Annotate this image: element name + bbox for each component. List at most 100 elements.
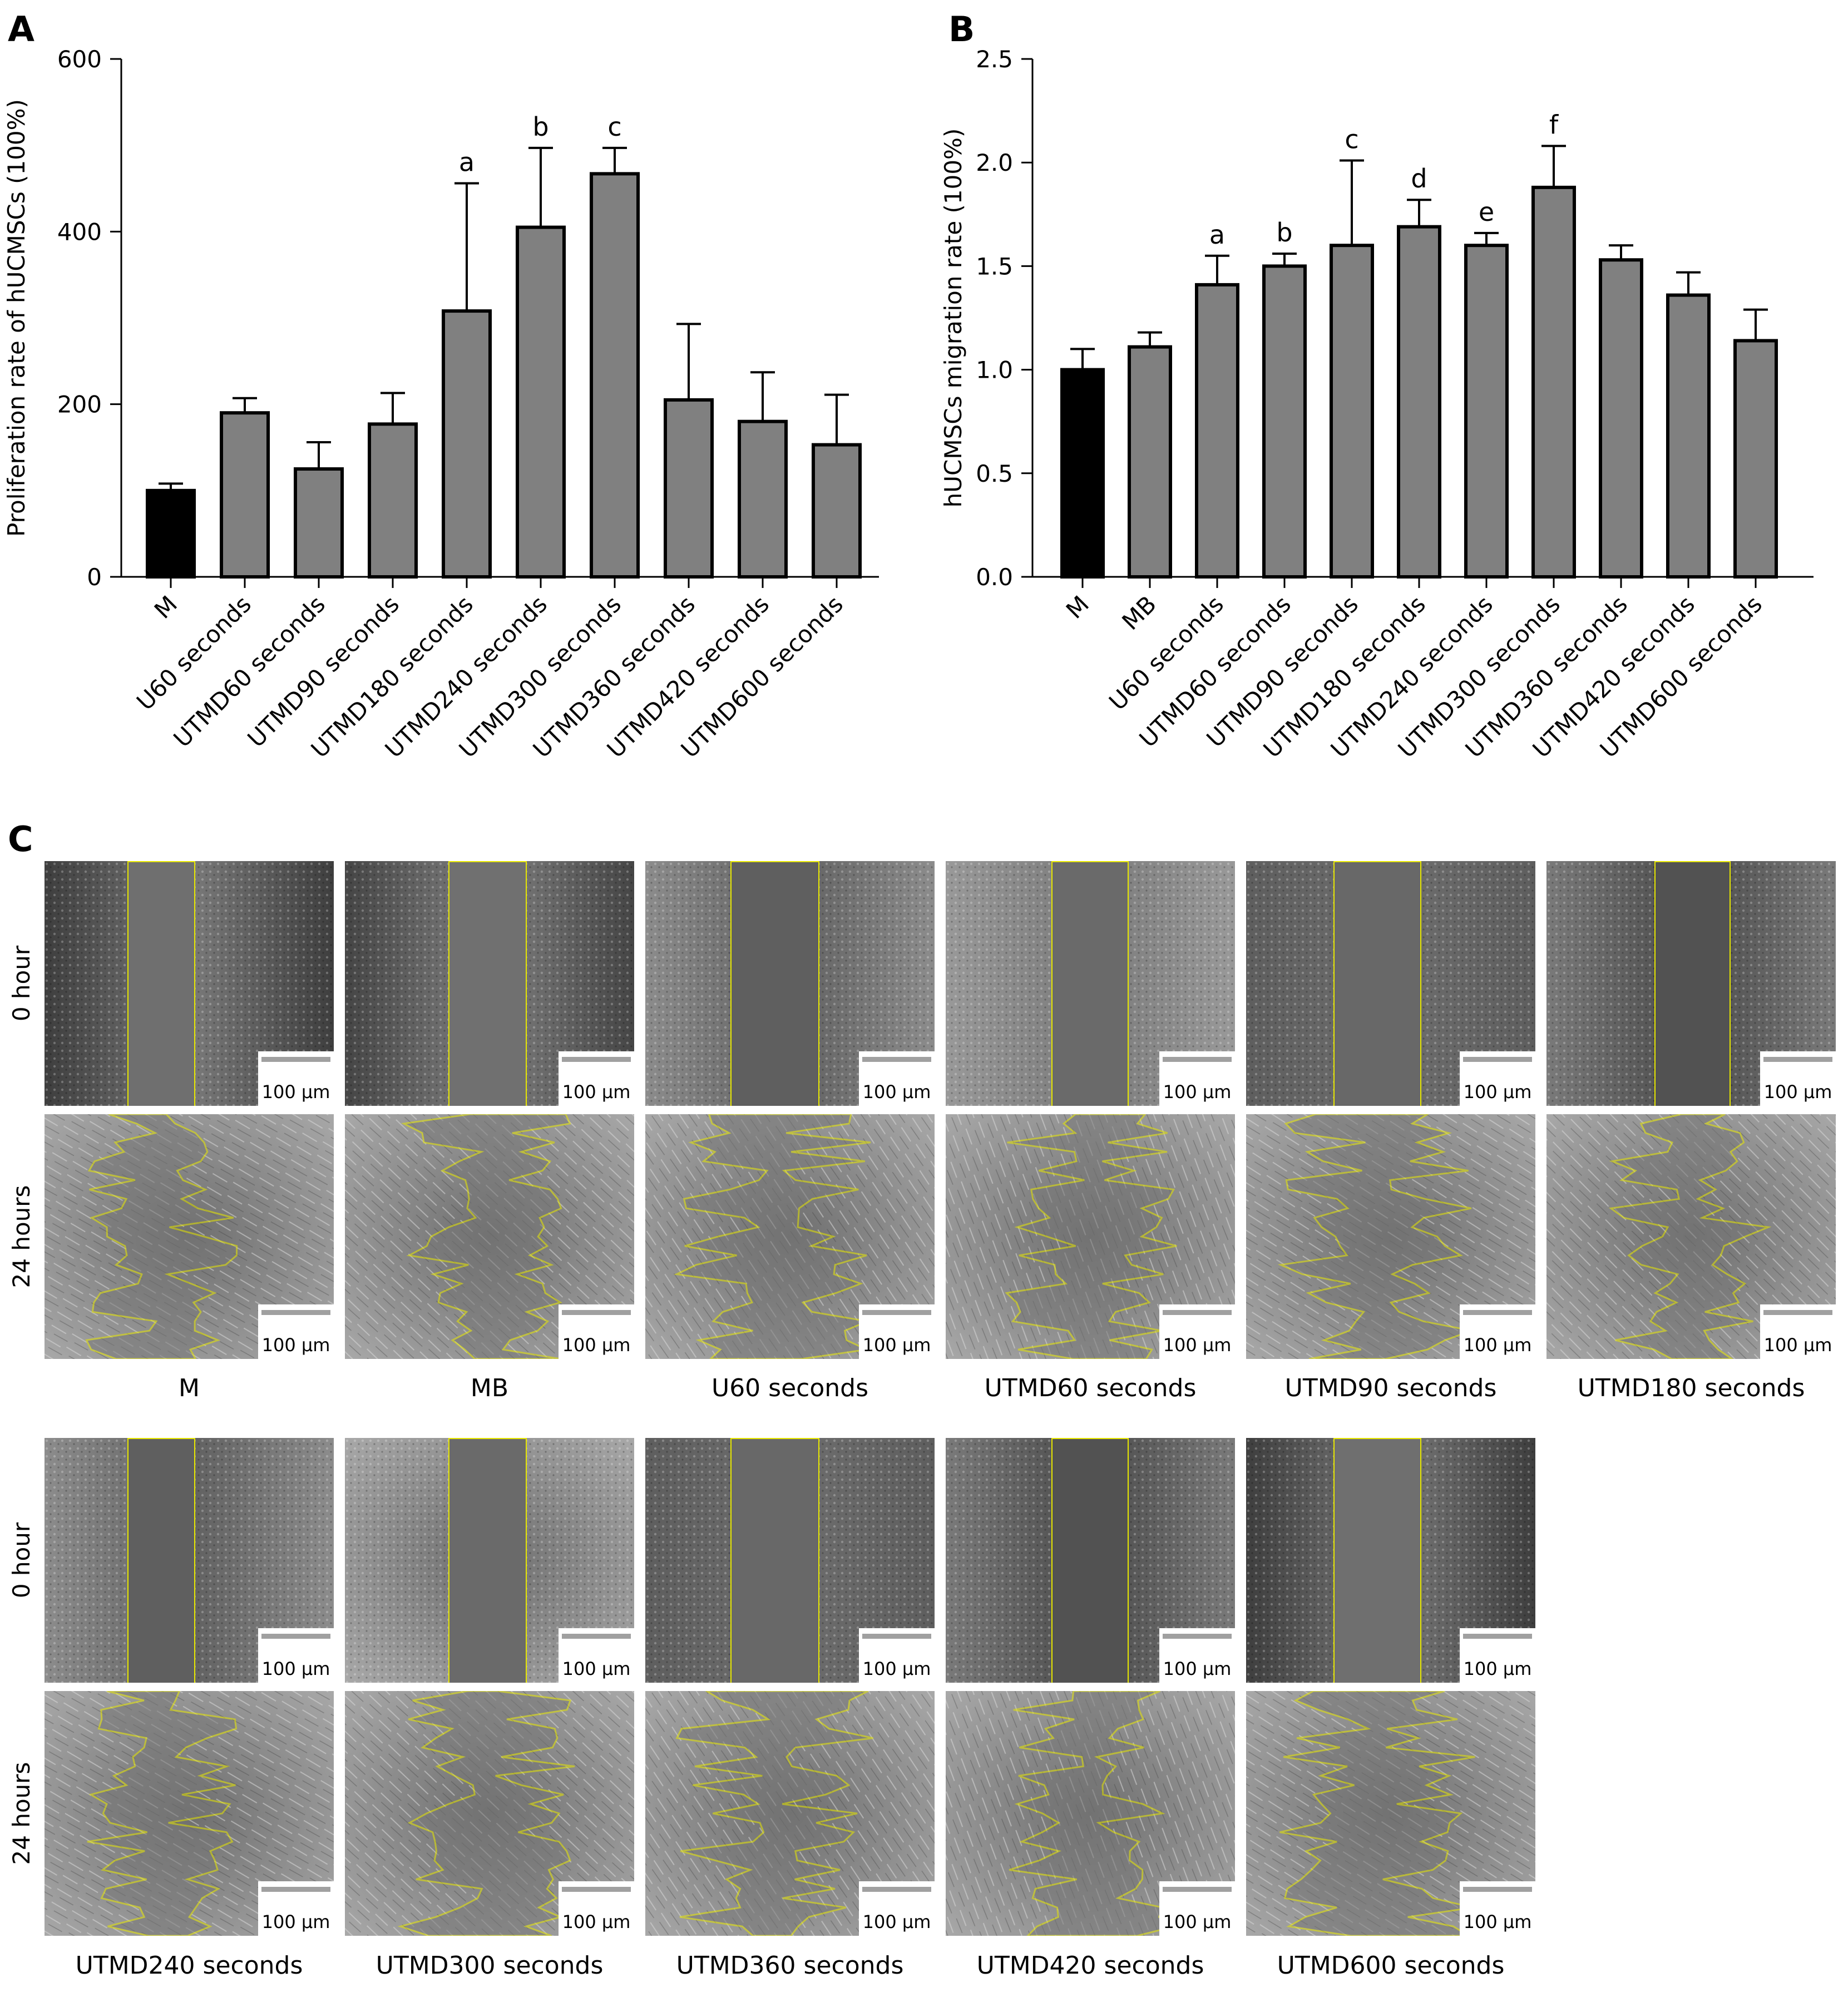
scale-bar-line	[862, 1634, 931, 1639]
micrograph-24-hours: 100 µm	[946, 1691, 1235, 1936]
bar-7	[1531, 185, 1576, 579]
micrograph-image	[45, 1691, 334, 1936]
scale-bar: 100 µm	[559, 1051, 634, 1106]
micrograph-24-hours: 100 µm	[45, 1114, 334, 1359]
scale-bar: 100 µm	[258, 1051, 334, 1106]
scale-bar: 100 µm	[559, 1881, 634, 1936]
scale-bar: 100 µm	[1159, 1051, 1235, 1106]
bar-8	[1599, 258, 1643, 579]
scale-bar: 100 µm	[559, 1628, 634, 1683]
y-tick-label: 400	[57, 218, 102, 245]
scale-bar-label: 100 µm	[862, 1334, 931, 1356]
micrograph-image	[1246, 1114, 1535, 1359]
micrograph-24-hours: 100 µm	[946, 1114, 1235, 1359]
scale-bar: 100 µm	[859, 1051, 935, 1106]
bar-3	[368, 422, 418, 579]
scale-bar-line	[862, 1310, 931, 1315]
scale-bar-line	[261, 1887, 330, 1892]
micrograph-24-hours: 100 µm	[345, 1114, 634, 1359]
y-tick-label: 2.0	[976, 149, 1013, 176]
micrograph-24-hours: 100 µm	[645, 1691, 935, 1936]
bar-4	[1330, 244, 1374, 579]
condition-label: MB	[470, 1374, 509, 1402]
scale-bar-label: 100 µm	[1463, 1081, 1532, 1103]
scale-bar-line	[862, 1887, 931, 1892]
bar-5	[1397, 225, 1441, 579]
scale-bar-line	[1463, 1634, 1532, 1639]
scale-bar-line	[562, 1634, 631, 1639]
scale-bar-label: 100 µm	[862, 1081, 931, 1103]
condition-label: UTMD180 seconds	[1577, 1374, 1805, 1402]
y-tick-label: 600	[57, 46, 102, 73]
bar-1	[220, 411, 270, 579]
scale-bar: 100 µm	[859, 1628, 935, 1683]
scale-bar-line	[862, 1057, 931, 1062]
micrograph-image	[946, 861, 1235, 1106]
scale-bar-label: 100 µm	[1163, 1911, 1232, 1932]
scale-bar: 100 µm	[258, 1628, 334, 1683]
scale-bar-label: 100 µm	[1763, 1081, 1832, 1103]
bar-2	[1195, 283, 1239, 579]
micrograph-24-hours: 100 µm	[345, 1691, 634, 1936]
panel-label-c: C	[8, 819, 33, 859]
row-label-0-hour: 0 hour	[8, 945, 35, 1022]
micrograph-0-hour: 100 µm	[645, 1438, 935, 1683]
y-axis-label: hUCMSCs migration rate (100%)	[940, 128, 967, 508]
scale-bar: 100 µm	[1159, 1628, 1235, 1683]
scale-bar-label: 100 µm	[261, 1081, 330, 1103]
y-tick-label: 2.5	[976, 46, 1013, 73]
scale-bar-line	[1463, 1310, 1532, 1315]
condition-label: UTMD600 seconds	[1277, 1951, 1505, 1980]
scale-bar-line	[261, 1634, 330, 1639]
scale-bar: 100 µm	[258, 1304, 334, 1359]
scale-bar-label: 100 µm	[562, 1658, 631, 1679]
chart-b-migration: 0.0 0.5 1.0 1.5 2.0 2.5 hUCMSCs migration rate…	[940, 46, 1814, 763]
micrograph-0-hour: 100 µm	[1246, 1438, 1535, 1683]
scale-bar: 100 µm	[1159, 1304, 1235, 1359]
bar-9	[812, 443, 862, 579]
y-tick-label: 0.0	[976, 563, 1013, 591]
micrograph-image	[645, 1438, 935, 1683]
scale-bar-line	[1463, 1887, 1532, 1892]
scale-bar-line	[562, 1057, 631, 1062]
condition-label: M	[179, 1374, 200, 1402]
scale-bar: 100 µm	[559, 1304, 634, 1359]
bar-9	[1666, 293, 1711, 579]
scale-bar: 100 µm	[1760, 1051, 1836, 1106]
bar-3	[1262, 264, 1307, 579]
significance-letter-3: b	[1276, 217, 1292, 248]
micrograph-0-hour: 100 µm	[45, 861, 334, 1106]
scale-bar-line	[562, 1310, 631, 1315]
condition-label: U60 seconds	[711, 1374, 869, 1402]
condition-label: UTMD240 seconds	[75, 1951, 303, 1980]
significance-letter-5: b	[532, 112, 549, 142]
scale-bar-label: 100 µm	[562, 1334, 631, 1356]
scale-bar-label: 100 µm	[261, 1911, 330, 1932]
bar-0	[146, 488, 196, 579]
scale-bar-line	[1763, 1310, 1832, 1315]
scale-bar: 100 µm	[1460, 1304, 1535, 1359]
scale-bar-label: 100 µm	[862, 1658, 931, 1679]
y-tick-label: 1.5	[976, 253, 1013, 280]
bar-10	[1733, 339, 1778, 579]
scale-bar-label: 100 µm	[562, 1911, 631, 1932]
micrograph-24-hours: 100 µm	[645, 1114, 935, 1359]
scale-bar-line	[261, 1310, 330, 1315]
bar-6	[1464, 244, 1509, 579]
panel-label-a: A	[8, 9, 34, 50]
micrograph-24-hours: 100 µm	[1546, 1114, 1836, 1359]
bar-6	[590, 172, 640, 579]
scale-bar-label: 100 µm	[1163, 1081, 1232, 1103]
bar-8	[738, 419, 788, 579]
scale-bar-line	[1163, 1057, 1232, 1062]
scale-bar: 100 µm	[1460, 1628, 1535, 1683]
bar-0	[1060, 368, 1105, 579]
bar-5	[516, 225, 566, 579]
significance-letter-7: f	[1549, 110, 1559, 140]
micrograph-24-hours: 100 µm	[45, 1691, 334, 1936]
significance-letter-5: d	[1411, 164, 1427, 194]
significance-letter-4: a	[459, 147, 475, 177]
micrograph-0-hour: 100 µm	[946, 1438, 1235, 1683]
y-tick-label: 0.5	[976, 460, 1013, 487]
x-tick-label-0: M	[1061, 590, 1094, 624]
